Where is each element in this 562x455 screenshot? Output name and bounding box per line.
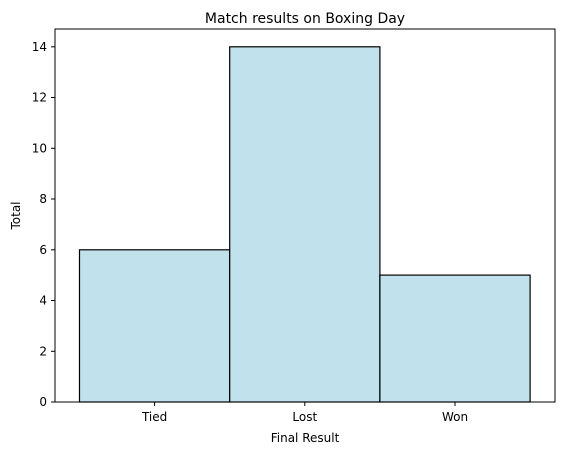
y-tick-label: 12 — [32, 91, 47, 105]
y-tick-label: 8 — [39, 192, 47, 206]
y-axis-ticks: 0 2 4 6 8 10 12 14 — [32, 40, 55, 409]
plot-frame — [54, 28, 556, 403]
x-tick-label-won: Won — [442, 410, 468, 424]
x-tick-label-tied: Tied — [141, 410, 167, 424]
chart-title: Match results on Boxing Day — [205, 11, 405, 27]
bar-won — [379, 274, 531, 403]
x-axis-ticks: Tied Lost Won — [141, 402, 468, 424]
x-axis-label: Final Result — [271, 431, 340, 445]
y-tick-label: 2 — [39, 344, 47, 358]
bar-tied — [78, 249, 231, 403]
y-axis-label: Total — [9, 201, 23, 230]
y-tick-label: 0 — [39, 395, 47, 409]
bars-group — [78, 46, 531, 403]
y-tick-label: 10 — [32, 141, 47, 155]
bar-lost — [229, 46, 381, 403]
x-tick-label-lost: Lost — [292, 410, 317, 424]
y-tick-label: 14 — [32, 40, 47, 54]
y-tick-label: 6 — [39, 243, 47, 257]
y-tick-label: 4 — [39, 294, 47, 308]
